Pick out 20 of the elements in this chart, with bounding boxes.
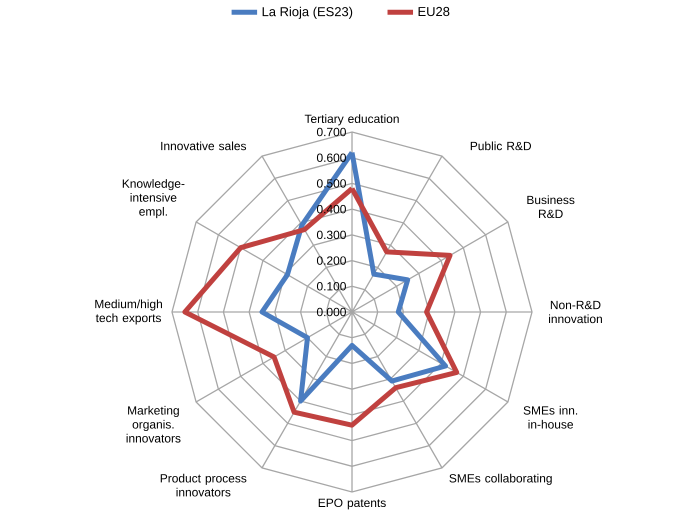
legend-label: EU28 — [418, 6, 450, 16]
spoke-label: Innovative sales — [161, 141, 246, 150]
y-tick-label: 0.300 — [316, 230, 346, 240]
spoke-label: Tertiary education — [304, 114, 399, 126]
spoke-label: Public R&D — [470, 141, 532, 150]
spoke-label: Marketing organis. innovators — [126, 406, 181, 443]
spoke-label: SMEs inn. in-house — [524, 406, 578, 429]
spoke-label: Knowledge-intensive empl. — [122, 179, 184, 218]
spoke-label: SMEs collaborating — [449, 474, 552, 485]
legend-label: La Rioja (ES23) — [262, 6, 352, 19]
y-tick-label: 0.100 — [316, 282, 346, 291]
y-tick-label: 0.000 — [316, 308, 346, 316]
spoke-label: Non-R&D innovation — [549, 300, 602, 324]
y-tick-label: 0.200 — [316, 256, 346, 265]
y-tick-label: 0.700 — [316, 128, 346, 136]
spoke-label: EPO patents — [318, 498, 386, 510]
spoke-label: Medium/high tech exports — [95, 299, 162, 325]
spoke-label: Product process innovators — [160, 474, 246, 496]
spoke-label: Business R&D — [527, 195, 574, 218]
y-tick-label: 0.600 — [316, 153, 346, 162]
